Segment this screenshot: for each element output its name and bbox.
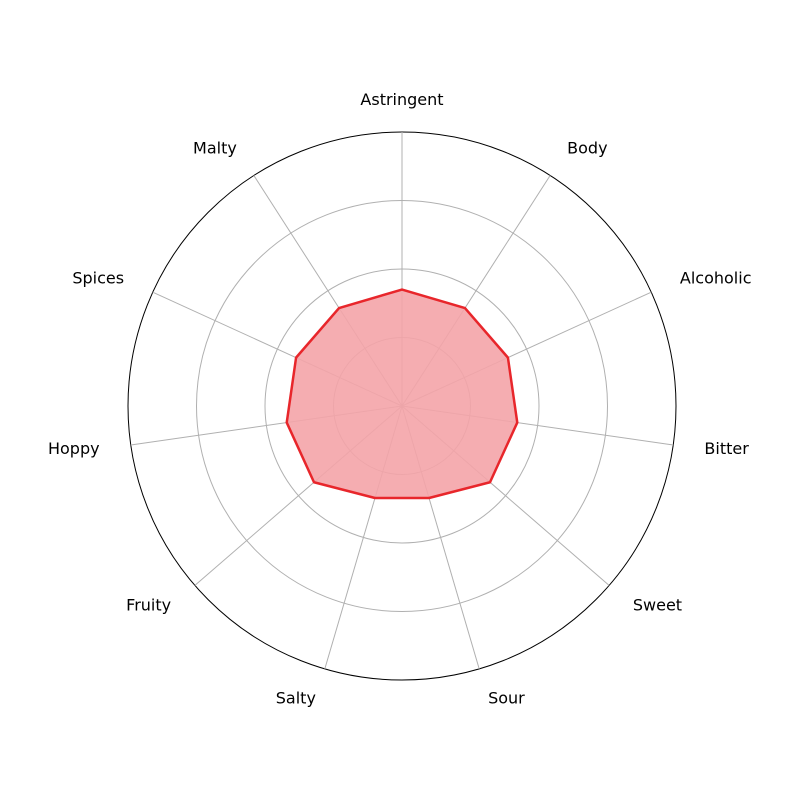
series-layer — [285, 288, 519, 500]
series-line — [285, 288, 519, 500]
category-label: Astringent — [360, 90, 443, 109]
category-labels: Astringent Body Alcoholic Bitter Sweet Sour Sa… — [48, 90, 752, 708]
category-label: Sweet — [633, 596, 682, 615]
category-label: Malty — [193, 138, 237, 157]
series-area — [286, 289, 518, 499]
category-label: Sour — [488, 689, 525, 708]
category-label: Body — [567, 138, 607, 157]
category-label: Alcoholic — [680, 269, 752, 288]
category-label: Salty — [276, 689, 316, 708]
category-label: Spices — [72, 269, 124, 288]
category-label: Bitter — [704, 439, 749, 458]
category-label: Fruity — [126, 596, 171, 615]
category-label: Hoppy — [48, 439, 100, 458]
